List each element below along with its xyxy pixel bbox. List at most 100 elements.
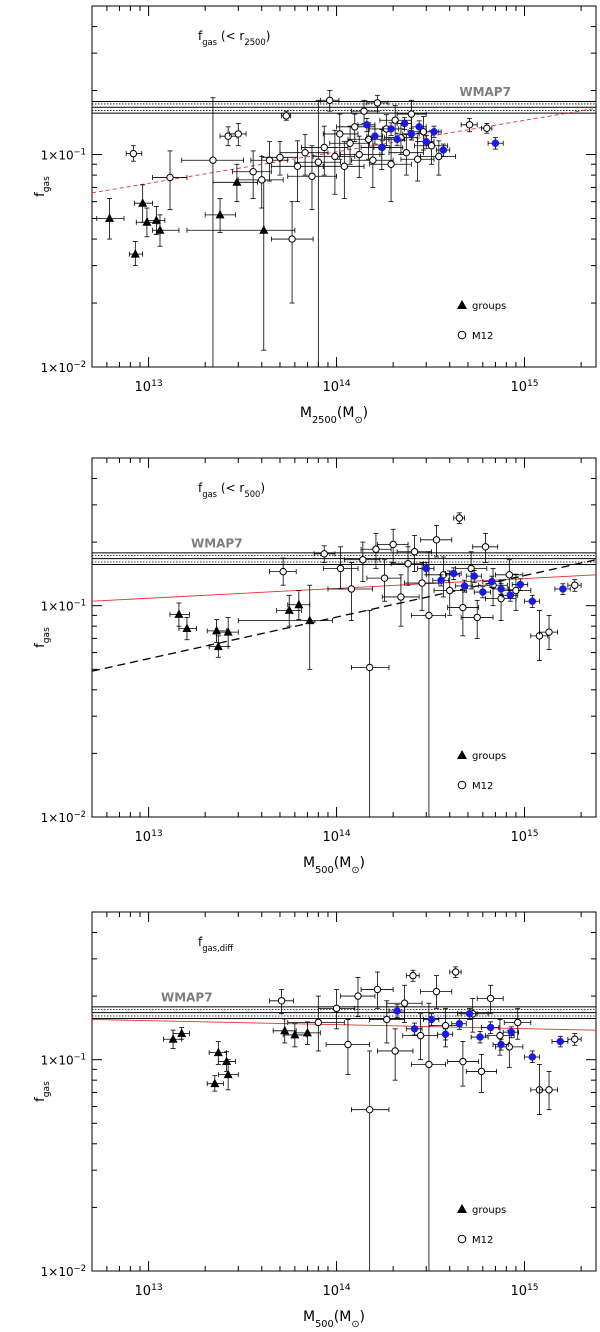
data-point-M12 [351, 610, 390, 817]
wmap-label: WMAP7 [191, 536, 243, 550]
panel-label: fgas,diff [198, 935, 233, 953]
circle-marker [545, 1086, 553, 1094]
circle-marker [459, 603, 467, 612]
data-point-M12 [495, 559, 524, 594]
blue-marker [528, 1053, 537, 1061]
circle-marker [359, 556, 367, 564]
circle-marker [473, 613, 481, 622]
triangle-marker [130, 249, 140, 258]
plot-area [92, 512, 596, 817]
circle-marker [308, 172, 316, 180]
triangle-marker [105, 213, 115, 222]
data-point-subsample [502, 1026, 520, 1039]
y-axis-label: fgas [33, 627, 52, 648]
x-ticks [91, 458, 582, 817]
triangle-marker [138, 198, 148, 207]
circle-marker [293, 162, 302, 171]
data-point-groups [204, 198, 236, 233]
data-point-M12 [237, 155, 284, 209]
data-point-M12 [269, 557, 297, 586]
data-point-subsample [554, 583, 571, 595]
blue-marker [491, 139, 500, 147]
x-ticks [91, 912, 582, 1271]
blue-marker [455, 1019, 464, 1028]
data-point-M12 [181, 97, 244, 367]
series-groups [169, 584, 333, 670]
legend-label: M12 [472, 781, 493, 792]
data-point-M12 [539, 1071, 559, 1111]
circle-marker [326, 96, 334, 104]
x-tick-label: 1014 [322, 379, 350, 395]
data-point-subsample [455, 579, 474, 593]
x-tick-label: 1014 [322, 1283, 350, 1299]
circle-marker [505, 571, 514, 579]
triangle-marker [302, 1027, 312, 1037]
data-point-groups [206, 1075, 224, 1092]
triangle-marker [232, 177, 242, 186]
circle-marker [365, 663, 374, 672]
blue-marker [430, 127, 438, 136]
data-point-M12 [500, 573, 532, 611]
data-point-subsample [357, 117, 376, 133]
data-point-M12 [539, 614, 559, 650]
triangle-marker [151, 215, 161, 224]
data-point-groups [217, 1059, 239, 1091]
blue-marker [460, 582, 469, 590]
data-point-subsample [451, 1017, 467, 1030]
x-axis-label: M2500(M⊙) [300, 405, 368, 426]
circle-marker [545, 628, 553, 636]
circle-marker [397, 593, 405, 601]
y-tick-label: 1×10−1 [41, 1052, 86, 1068]
data-point-M12 [351, 138, 394, 188]
data-point-M12 [503, 1007, 532, 1040]
data-point-subsample [405, 1022, 423, 1036]
circle-marker [373, 985, 382, 994]
data-point-M12 [396, 535, 432, 572]
series-groups [96, 163, 296, 351]
blue-marker [506, 591, 515, 600]
data-point-M12 [336, 113, 376, 143]
data-point-subsample [425, 125, 442, 139]
triangle-marker [215, 209, 225, 219]
circle-marker [166, 173, 174, 182]
data-point-M12 [327, 562, 373, 622]
triangle-marker [174, 609, 184, 618]
circle-marker [402, 148, 411, 157]
data-point-groups [217, 617, 239, 648]
data-point-M12 [420, 140, 457, 176]
y-ticks [92, 5, 596, 368]
blue-marker [476, 1033, 484, 1041]
circle-marker [497, 594, 505, 603]
circle-marker [387, 160, 395, 168]
legend-label: M12 [472, 1235, 493, 1246]
data-point-subsample [366, 128, 384, 145]
data-point-M12 [125, 145, 143, 162]
blue-marker [516, 580, 525, 589]
data-point-M12 [322, 141, 365, 200]
blue-marker [449, 569, 458, 578]
data-point-groups [237, 584, 333, 670]
data-point-M12 [447, 585, 480, 637]
circle-marker [459, 1057, 467, 1066]
data-point-M12 [369, 1000, 405, 1044]
circle-marker [441, 1021, 450, 1030]
data-point-subsample [417, 135, 435, 149]
legend-label: groups [472, 1205, 506, 1216]
data-point-M12 [449, 966, 462, 978]
circle-marker [432, 987, 441, 996]
data-point-M12 [317, 989, 356, 1030]
circle-marker [505, 1043, 514, 1051]
data-point-M12 [313, 545, 336, 563]
circle-marker [360, 107, 368, 115]
circle-marker [477, 1067, 486, 1076]
data-point-subsample [402, 127, 420, 141]
data-point-M12 [232, 150, 272, 200]
blue-marker [486, 1023, 495, 1032]
circle-marker [209, 156, 217, 164]
data-point-M12 [377, 528, 409, 563]
blue-marker [479, 588, 487, 596]
triangle-marker [155, 225, 165, 234]
data-point-groups [152, 214, 180, 247]
triangle-marker [168, 1034, 178, 1043]
data-point-M12 [152, 150, 188, 211]
